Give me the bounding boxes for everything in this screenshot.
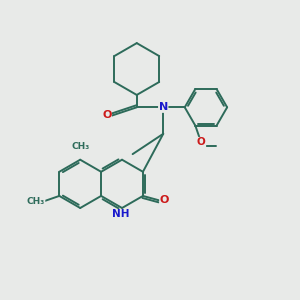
Text: CH₃: CH₃ [71,142,90,151]
Text: O: O [102,110,111,120]
Text: O: O [160,195,169,205]
Text: O: O [197,137,206,147]
Text: CH₃: CH₃ [27,197,45,206]
Text: NH: NH [112,209,129,220]
Text: N: N [159,102,168,112]
